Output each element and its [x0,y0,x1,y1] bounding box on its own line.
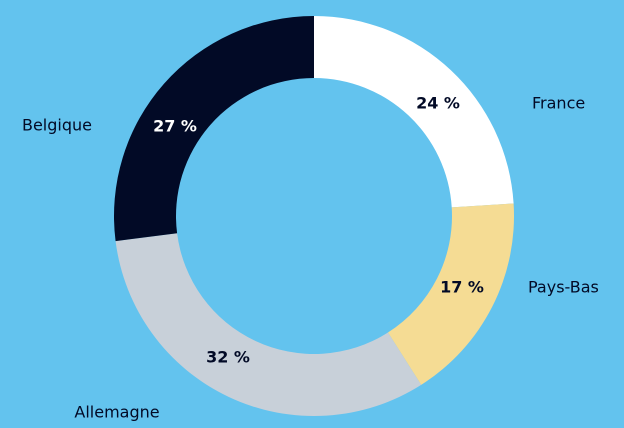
donut-segment [314,16,514,208]
category-label: Allemagne [74,403,159,422]
category-label: Pays-Bas [528,278,599,297]
data-label: 32 % [206,348,250,367]
category-label: Belgique [22,116,92,135]
data-label: 27 % [153,117,197,136]
donut-segment [113,16,314,242]
donut-segment [387,203,514,385]
data-label: 17 % [440,278,484,297]
donut-segment [115,233,422,416]
data-label: 24 % [416,94,460,113]
category-label: France [532,94,585,113]
